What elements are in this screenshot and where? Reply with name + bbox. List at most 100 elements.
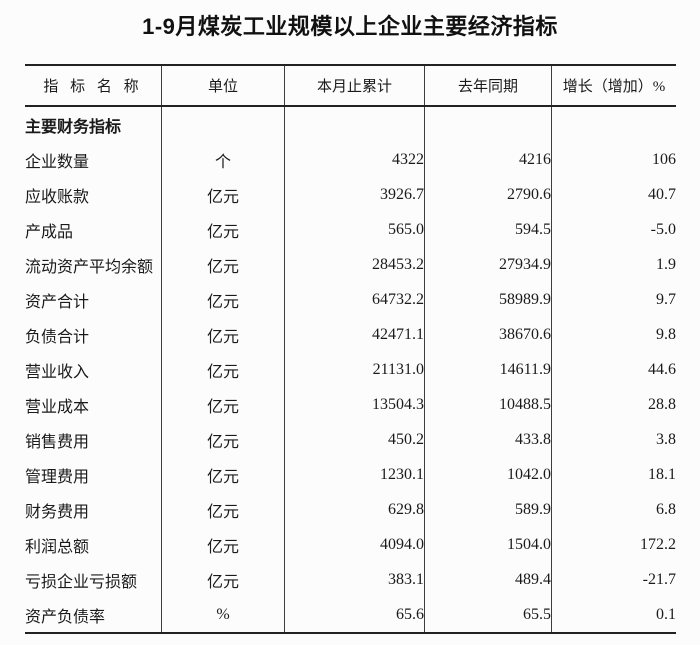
table-row: 企业数量个 4322 4216 106 xyxy=(25,142,676,177)
last-year-cell: 27934.9 xyxy=(424,247,552,282)
header-row: 指 标 名 称 单位 本月止累计 去年同期 增长（增加）% xyxy=(25,65,676,107)
unit-cell xyxy=(161,106,285,142)
col-header-last-year-period: 去年同期 xyxy=(424,65,552,107)
table-row: 亏损企业亏损额 亿元 383.1 489.4 -21.7 xyxy=(25,562,676,597)
unit-cell: 亿元 xyxy=(161,492,285,527)
unit-cell: 亿元 xyxy=(161,352,285,387)
growth-cell: 6.8 xyxy=(656,500,676,518)
current-cumulative-cell: 4322 xyxy=(284,142,425,177)
last-year-cell: 10488.5 xyxy=(424,387,552,422)
current-cumulative-cell: 1230.1 xyxy=(284,457,425,492)
table-row: 营业收入 亿元 21131.0 14611.9 44.6 xyxy=(25,352,676,387)
indicator-name-cell: 企业数量 xyxy=(25,142,162,177)
unit-cell: 亿元 xyxy=(161,527,285,562)
table-header: 指 标 名 称 单位 本月止累计 去年同期 增长（增加）% xyxy=(25,65,676,107)
table-row: 管理费用 亿元 1230.1 1042.0 18.1 xyxy=(25,457,676,492)
unit-cell: 亿元 xyxy=(161,247,285,282)
growth-cell: 9.8 xyxy=(656,325,676,343)
unit-cell: 个 xyxy=(161,142,285,177)
current-cumulative-cell: 64732.2 xyxy=(284,282,425,317)
indicator-name-cell: 管理费用 xyxy=(25,457,162,492)
col-header-growth-percent: 增长（增加）% xyxy=(551,65,676,107)
table-row: 资产负债率% 65.6 65.5 0.1 xyxy=(25,597,676,633)
table-row: 资产合计 亿元 64732.2 58989.9 9.7 xyxy=(25,282,676,317)
last-year-cell: 589.9 xyxy=(424,492,552,527)
current-cumulative-cell: 3926.7 xyxy=(284,177,425,212)
growth-cell: 172.2 xyxy=(640,535,676,553)
last-year-cell: 594.5 xyxy=(424,212,552,247)
table-row: 应收账款 亿元 3926.7 2790.6 40.7 xyxy=(25,177,676,212)
indicator-name-cell: 资产合计 xyxy=(25,282,162,317)
page-title: 1-9月煤炭工业规模以上企业主要经济指标 xyxy=(142,14,558,39)
indicator-name-cell: 销售费用 xyxy=(25,422,162,457)
current-cumulative-cell: 629.8 xyxy=(284,492,425,527)
last-year-cell: 58989.9 xyxy=(424,282,552,317)
col-header-current-cumulative: 本月止累计 xyxy=(284,65,425,107)
table-row: 营业成本 亿元 13504.3 10488.5 28.8 xyxy=(25,387,676,422)
last-year-cell: 2790.6 xyxy=(424,177,552,212)
unit-cell: 亿元 xyxy=(161,282,285,317)
current-cumulative-cell: 450.2 xyxy=(284,422,425,457)
table-body: 主要财务指标 企业数量个 4322 4216 106 应收账款 亿元 3926.7 2790.6… xyxy=(25,106,676,633)
growth-cell: -5.0 xyxy=(650,220,676,238)
indicator-name-cell: 资产负债率 xyxy=(25,597,162,633)
growth-cell xyxy=(552,106,677,142)
table-row: 财务费用 亿元 629.8 589.9 6.8 xyxy=(25,492,676,527)
current-cumulative-cell: 42471.1 xyxy=(284,317,425,352)
last-year-cell: 1042.0 xyxy=(424,457,552,492)
report-page: 1-9月煤炭工业规模以上企业主要经济指标 指 标 名 称 单位 本月止累计 去年… xyxy=(0,13,700,645)
unit-cell: 亿元 xyxy=(161,177,285,212)
col-header-indicator-name: 指 标 名 称 xyxy=(25,65,162,107)
table-row: 利润总额 亿元 4094.0 1504.0 172.2 xyxy=(25,527,676,562)
table-row: 产成品 亿元 565.0 594.5 -5.0 xyxy=(25,212,676,247)
current-cumulative-cell: 13504.3 xyxy=(284,387,425,422)
growth-cell: 40.7 xyxy=(648,185,676,203)
growth-cell: 18.1 xyxy=(648,465,676,483)
unit-cell: % xyxy=(161,597,285,633)
table-row: 销售费用 亿元 450.2 433.8 3.8 xyxy=(25,422,676,457)
unit-cell: 亿元 xyxy=(161,212,285,247)
current-cumulative-cell: 4094.0 xyxy=(284,527,425,562)
last-year-cell: 65.5 xyxy=(424,597,552,633)
table-row: 流动资产平均余额 亿元 28453.2 27934.9 1.9 xyxy=(25,247,676,282)
current-cumulative-cell: 28453.2 xyxy=(284,247,425,282)
growth-cell: 3.8 xyxy=(656,430,676,448)
indicator-name-cell: 产成品 xyxy=(25,212,162,247)
current-cumulative-cell: 65.6 xyxy=(284,597,425,633)
indicator-name-cell: 财务费用 xyxy=(25,492,162,527)
current-cumulative-cell xyxy=(284,106,425,142)
indicator-name-cell: 利润总额 xyxy=(25,527,162,562)
indicator-name-cell: 应收账款 xyxy=(25,177,162,212)
growth-cell: 44.6 xyxy=(648,360,676,378)
unit-cell: 亿元 xyxy=(161,387,285,422)
section-header-row: 主要财务指标 xyxy=(25,106,676,142)
last-year-cell: 489.4 xyxy=(424,562,552,597)
growth-cell: 106 xyxy=(652,150,676,168)
last-year-cell: 1504.0 xyxy=(424,527,552,562)
last-year-cell: 14611.9 xyxy=(424,352,552,387)
indicator-name-cell: 主要财务指标 xyxy=(25,106,162,142)
current-cumulative-cell: 383.1 xyxy=(284,562,425,597)
growth-cell: 9.7 xyxy=(656,290,676,308)
table-row: 负债合计 亿元 42471.1 38670.6 9.8 xyxy=(25,317,676,352)
growth-cell: -21.7 xyxy=(642,570,676,588)
unit-cell: 亿元 xyxy=(161,422,285,457)
unit-cell: 亿元 xyxy=(161,317,285,352)
last-year-cell xyxy=(424,106,552,142)
last-year-cell: 433.8 xyxy=(424,422,552,457)
unit-cell: 亿元 xyxy=(161,457,285,492)
indicator-name-cell: 营业成本 xyxy=(25,387,162,422)
indicator-name-cell: 流动资产平均余额 xyxy=(25,247,162,282)
current-cumulative-cell: 565.0 xyxy=(284,212,425,247)
col-header-unit: 单位 xyxy=(161,65,285,107)
indicator-name-cell: 营业收入 xyxy=(25,352,162,387)
indicator-name-cell: 负债合计 xyxy=(25,317,162,352)
growth-cell: 1.9 xyxy=(656,255,676,273)
unit-cell: 亿元 xyxy=(161,562,285,597)
last-year-cell: 4216 xyxy=(424,142,552,177)
growth-cell: 28.8 xyxy=(648,395,676,413)
indicator-name-cell: 亏损企业亏损额 xyxy=(25,562,162,597)
indicators-table: 指 标 名 称 单位 本月止累计 去年同期 增长（增加）% 主要财务指标 企业数量… xyxy=(25,64,676,634)
last-year-cell: 38670.6 xyxy=(424,317,552,352)
growth-cell: 0.1 xyxy=(656,605,676,623)
